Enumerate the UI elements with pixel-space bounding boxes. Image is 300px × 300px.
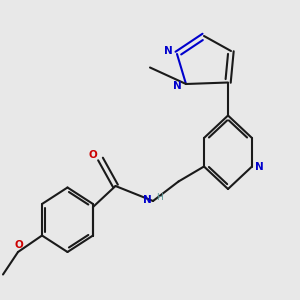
Text: N: N <box>172 81 182 92</box>
Text: H: H <box>156 193 163 202</box>
Text: N: N <box>164 46 172 56</box>
Text: N: N <box>142 195 152 205</box>
Text: O: O <box>14 240 23 250</box>
Text: O: O <box>89 150 98 160</box>
Text: N: N <box>255 161 264 172</box>
